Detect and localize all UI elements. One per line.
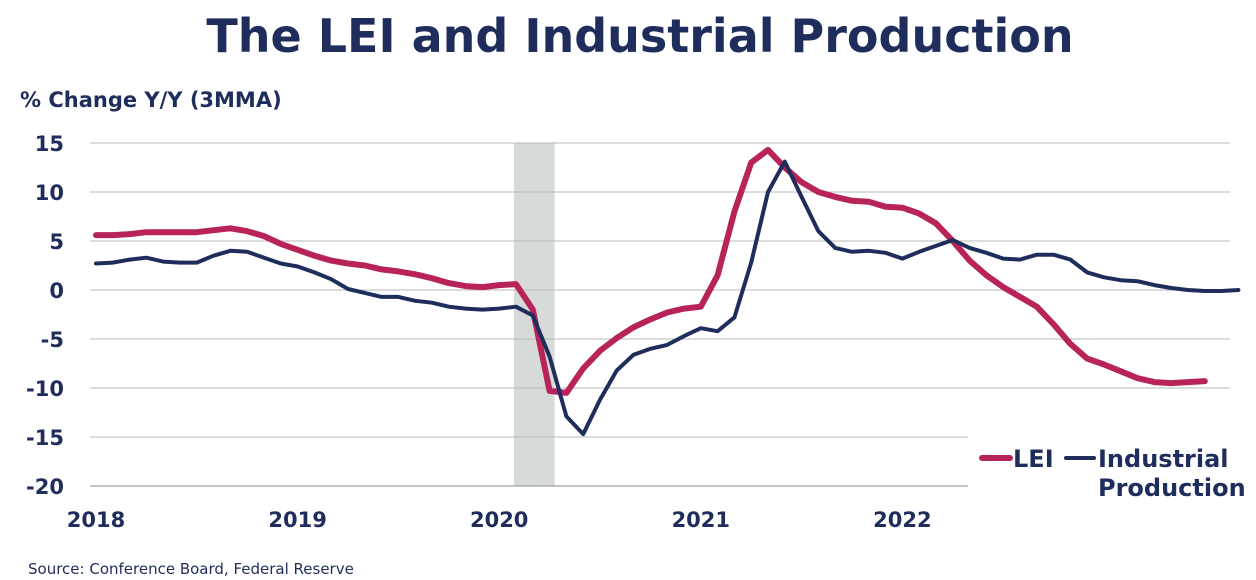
- legend-label-industrial-production: Industrial Production: [1098, 445, 1246, 502]
- y-tick-label: -20: [26, 475, 64, 499]
- series-line-lei: [93, 146, 1208, 396]
- x-tick-label: 2018: [67, 508, 125, 532]
- y-tick-label: 15: [35, 132, 64, 156]
- legend-label-industrial-production-line1: Industrial: [1098, 445, 1229, 473]
- y-axis-ticks: 15 10 5 0 -5 -10 -15 -20: [26, 132, 64, 499]
- chart-title: The LEI and Industrial Production: [206, 9, 1073, 63]
- legend: LEI Industrial Production: [972, 436, 1256, 508]
- legend-label-industrial-production-line2: Production: [1098, 474, 1246, 502]
- y-axis-label: % Change Y/Y (3MMA): [20, 88, 282, 112]
- legend-label-lei: LEI: [1013, 445, 1054, 473]
- series-lines: [93, 146, 1241, 437]
- x-tick-label: 2020: [470, 508, 528, 532]
- y-tick-label: -15: [26, 426, 64, 450]
- series-line-industrial-production: [94, 159, 1241, 437]
- y-tick-label: -5: [41, 328, 64, 352]
- y-tick-label: 5: [49, 230, 64, 254]
- y-tick-label: 0: [49, 279, 64, 303]
- legend-background: [972, 436, 1256, 508]
- x-tick-label: 2021: [672, 508, 730, 532]
- x-axis-ticks: 2018 2019 2020 2021 2022: [67, 508, 932, 532]
- source-note: Source: Conference Board, Federal Reserv…: [28, 560, 354, 578]
- y-tick-label: 10: [35, 181, 64, 205]
- y-tick-label: -10: [26, 377, 64, 401]
- x-tick-label: 2019: [268, 508, 326, 532]
- x-tick-label: 2022: [873, 508, 931, 532]
